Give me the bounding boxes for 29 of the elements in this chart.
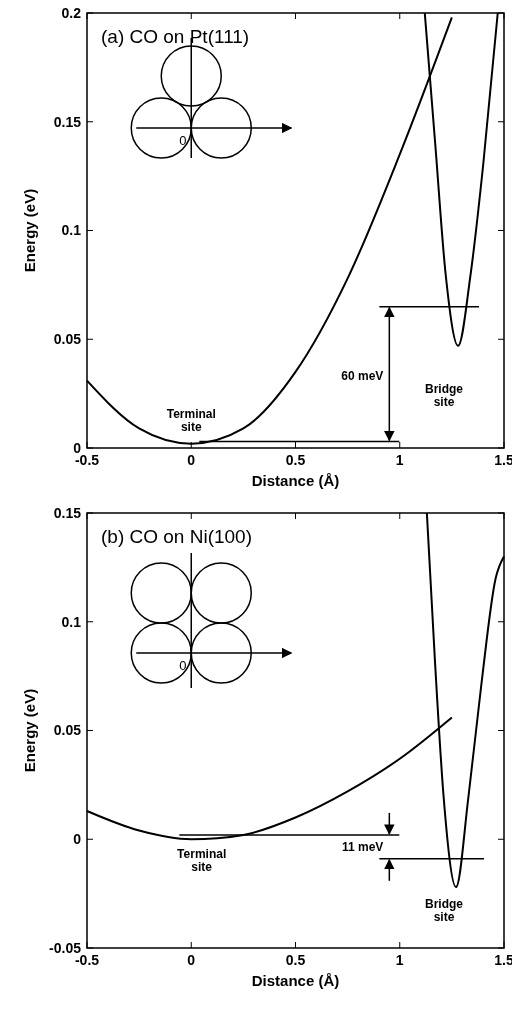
- x-axis-title: Distance (Å): [251, 472, 340, 489]
- y-tick-label: 0.2: [61, 4, 82, 21]
- annotation: 0: [179, 658, 187, 673]
- y-tick-label: 0.1: [61, 613, 82, 630]
- y-tick-label: 0.05: [53, 331, 82, 348]
- text: (b) CO on Ni(100): [101, 526, 252, 547]
- y-tick-label: 0.1: [61, 222, 82, 239]
- y-tick-label: 0.15: [53, 504, 82, 521]
- x-tick-label: 0: [187, 952, 196, 968]
- x-tick-label: 1: [395, 952, 404, 968]
- annotation: 0: [179, 133, 187, 148]
- annotation: 60 meV: [341, 369, 384, 383]
- annotation: 11 meV: [341, 839, 384, 854]
- annotation: Terminal site: [166, 407, 216, 434]
- x-tick-label: 1: [395, 452, 404, 468]
- circle-lattice-diagram: 0: [130, 552, 293, 689]
- annotation: Terminal site: [177, 847, 227, 874]
- x-tick-label: 0: [187, 452, 196, 468]
- text: (a) CO on Pt(111): [101, 26, 250, 47]
- y-axis-title: Energy (eV): [21, 688, 38, 773]
- x-tick-label: 0.5: [285, 452, 306, 468]
- y-axis-title: Energy (eV): [21, 188, 38, 273]
- x-tick-label: 0.5: [285, 952, 306, 968]
- y-tick-label: 0.15: [53, 113, 82, 130]
- annotation: Bridge site: [424, 897, 464, 924]
- annotation: Bridge site: [424, 382, 464, 409]
- x-axis-title: Distance (Å): [251, 972, 340, 989]
- y-tick-label: 0: [73, 831, 82, 848]
- y-tick-label: 0.05: [53, 722, 82, 739]
